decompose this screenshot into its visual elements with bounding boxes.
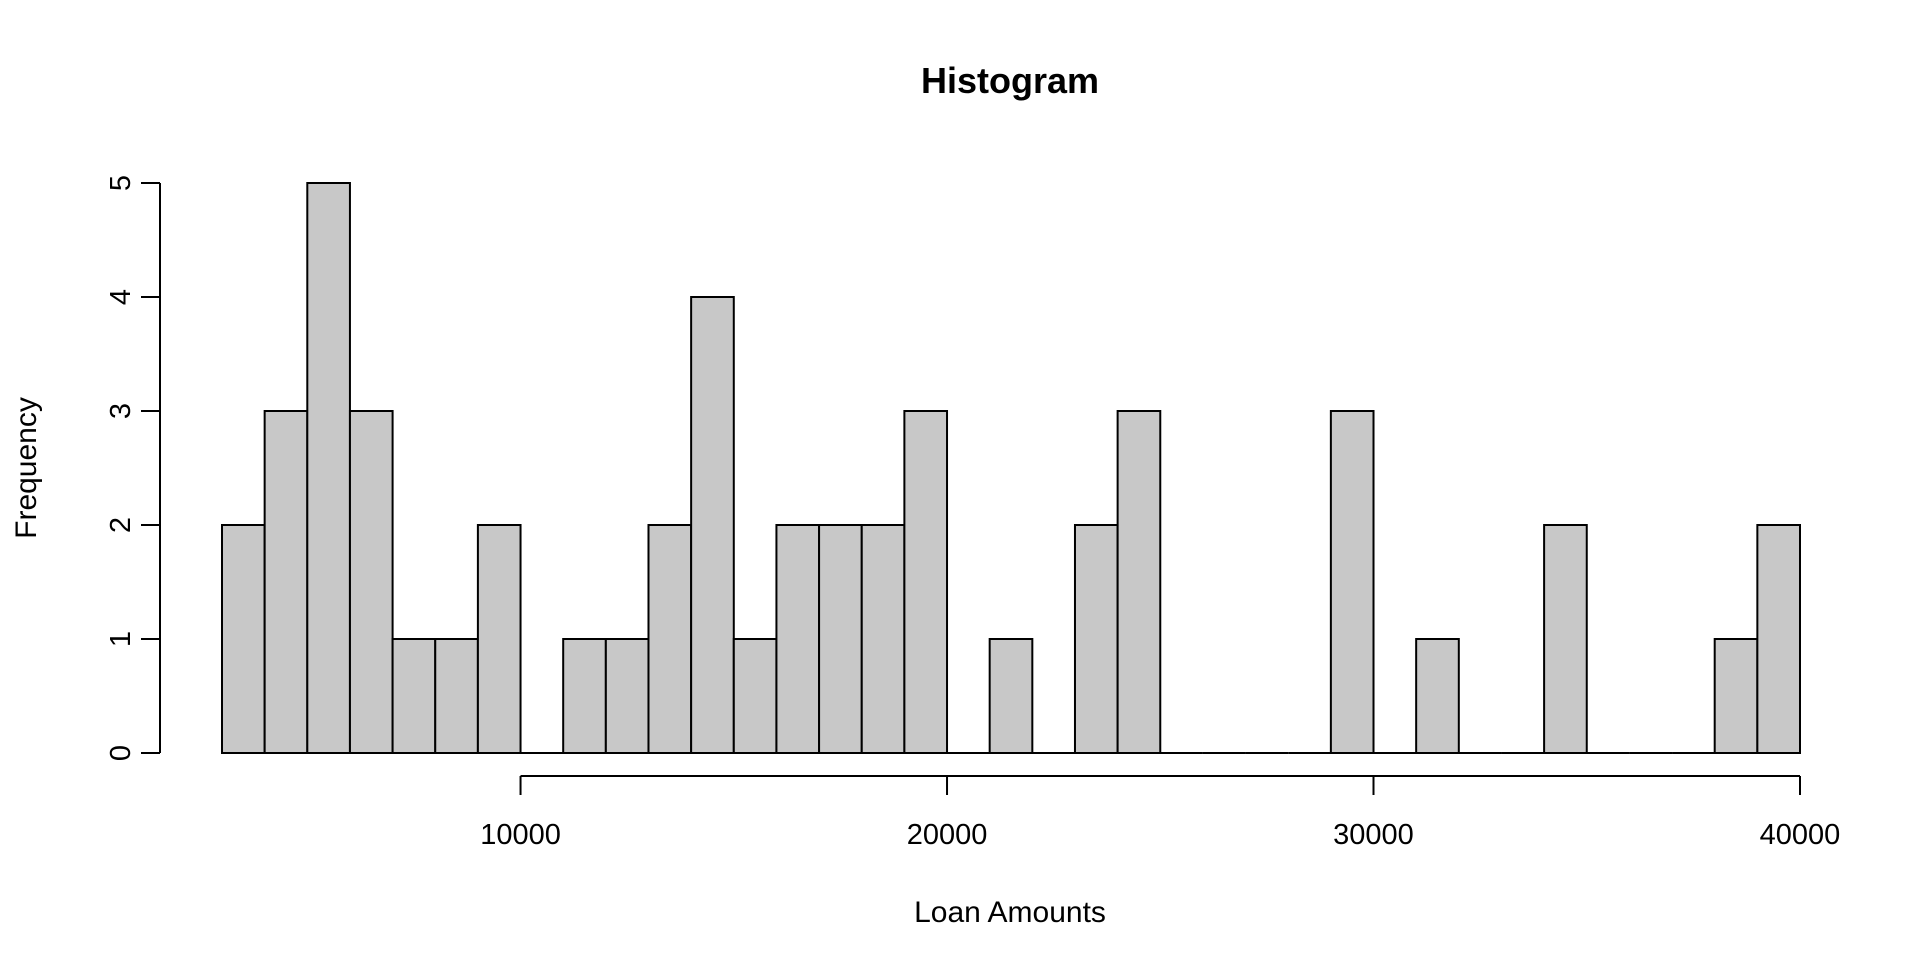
y-tick-label: 4 — [105, 289, 137, 305]
y-axis-label: Frequency — [10, 397, 43, 539]
histogram-bar — [860, 524, 906, 754]
x-tick-label: 20000 — [907, 819, 988, 851]
histogram-bar — [1543, 524, 1588, 754]
histogram-bar — [903, 410, 949, 754]
histogram-bar — [1713, 638, 1759, 754]
y-tick-label: 1 — [105, 631, 137, 647]
histogram-bar — [647, 524, 693, 754]
y-tick-label: 5 — [105, 175, 137, 191]
histogram-bar — [1073, 524, 1119, 754]
histogram-bar — [434, 638, 479, 754]
histogram-bar — [1756, 524, 1801, 754]
histogram-bar — [221, 524, 266, 754]
histogram-bar — [818, 524, 863, 754]
histogram-bar — [690, 296, 735, 754]
y-axis: 0 1 2 3 4 5 — [105, 175, 161, 761]
y-tick-label: 2 — [105, 517, 137, 533]
x-tick-label: 40000 — [1760, 819, 1841, 851]
histogram-bar — [732, 638, 778, 754]
histogram-bar — [476, 524, 522, 754]
bars-group — [221, 182, 1801, 754]
x-axis-label: Loan Amounts — [914, 896, 1106, 929]
histogram-bar — [1116, 410, 1162, 754]
y-tick-label: 3 — [105, 403, 137, 419]
histogram-bar — [348, 410, 394, 754]
histogram-bar — [391, 638, 437, 754]
y-tick-label: 0 — [105, 745, 137, 761]
histogram-bar — [562, 638, 607, 754]
histogram-bar — [1329, 410, 1375, 754]
histogram-bar — [775, 524, 821, 754]
histogram-bar — [1415, 638, 1460, 754]
x-tick-label: 10000 — [480, 819, 561, 851]
x-tick-label: 30000 — [1333, 819, 1414, 851]
histogram-bar — [306, 182, 351, 754]
histogram-bar — [263, 410, 309, 754]
histogram-bar — [604, 638, 650, 754]
x-axis: 10000 20000 30000 40000 — [480, 775, 1841, 851]
chart-title: Histogram — [921, 60, 1099, 101]
histogram-bar — [988, 638, 1034, 754]
